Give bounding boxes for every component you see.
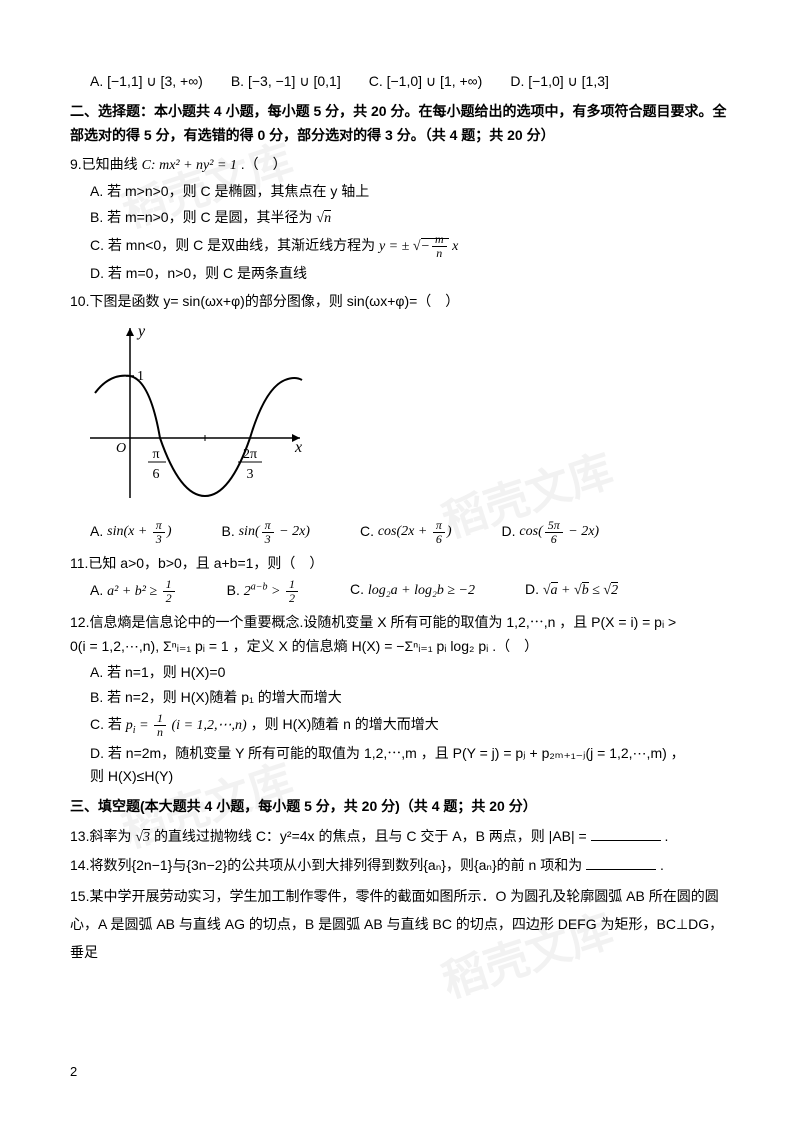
q15: 15.某中学开展劳动实习，学生加工制作零件，零件的截面如图所示．O 为圆孔及轮廓… xyxy=(70,882,734,966)
q10-opt-b: B. sin(π3 − 2x) xyxy=(221,519,309,546)
q9-b-pre: B. 若 m=n>0，则 C 是圆，其半径为 xyxy=(90,209,316,225)
q15-l1: 15.某中学开展劳动实习，学生加工制作零件，零件的截面如图所示．O 为圆孔及轮廓… xyxy=(70,888,719,904)
q9-opt-a: A. 若 m>n>0，则 C 是椭圆，其焦点在 y 轴上 xyxy=(90,180,734,204)
q13-blank xyxy=(591,826,661,841)
q12-opt-b: B. 若 n=2，则 H(X)随着 p₁ 的增大而增大 xyxy=(90,686,734,710)
q10-opt-d: D. cos(5π6 − 2x) xyxy=(502,519,600,546)
q12-stem-l2: 0(i = 1,2,⋯,n), Σⁿᵢ₌₁ pᵢ = 1 ，定义 X 的信息熵 … xyxy=(70,638,538,654)
q8-opt-b: B. [−3, −1] ∪ [0,1] xyxy=(231,70,341,94)
page-number: 2 xyxy=(70,1061,77,1083)
q11-opt-b: B. 2a−b > 12 xyxy=(227,578,300,605)
svg-text:x: x xyxy=(294,439,302,456)
svg-text:π: π xyxy=(152,447,159,462)
q11-options: A. a² + b² ≥ 12 B. 2a−b > 12 C. log₂a + … xyxy=(90,578,734,605)
q13: 13.斜率为 √3 的直线过抛物线 C：y²=4x 的焦点，且与 C 交于 A，… xyxy=(70,825,734,850)
q14-pre: 14.将数列{2n−1}与{3n−2}的公共项从小到大排列得到数列{aₙ}，则{… xyxy=(70,857,582,873)
q9-opt-c: C. 若 mn<0，则 C 是双曲线，其渐近线方程为 y = ± √−mn x xyxy=(90,233,734,260)
q9-c-pre: C. 若 mn<0，则 C 是双曲线，其渐近线方程为 xyxy=(90,237,379,253)
q11-opt-d: D. √a + √b ≤ √2 xyxy=(525,578,618,605)
q9-opt-d: D. 若 m=0，n>0，则 C 是两条直线 xyxy=(90,262,734,286)
section-2-heading: 二、选择题：本小题共 4 小题，每小题 5 分，共 20 分。在每小题给出的选项… xyxy=(70,100,734,148)
svg-text:6: 6 xyxy=(153,467,160,482)
q12-stem: 12.信息熵是信息论中的一个重要概念.设随机变量 X 所有可能的取值为 1,2,… xyxy=(70,611,734,659)
q8-opt-a: A. [−1,1] ∪ [3, +∞) xyxy=(90,70,203,94)
q15-l2: 心，A 是圆弧 AB 与直线 AG 的切点，B 是圆弧 AB 与直线 BC 的切… xyxy=(70,916,723,960)
q12-d-l1: D. 若 n=2m，随机变量 Y 所有可能的取值为 1,2,⋯,m ，且 P(Y… xyxy=(90,745,685,761)
q10-options: A. sin(x + π3) B. sin(π3 − 2x) C. cos(2x… xyxy=(90,519,734,546)
svg-text:3: 3 xyxy=(247,467,254,482)
q13-pre: 13.斜率为 xyxy=(70,828,135,844)
q8-opt-d: D. [−1,0] ∪ [1,3] xyxy=(510,70,609,94)
q12-c-post: ，则 H(X)随着 n 的增大而增大 xyxy=(251,716,439,732)
q12-d-l2: 则 H(X)≤H(Y) xyxy=(90,768,173,784)
svg-text:y: y xyxy=(136,323,146,340)
q12-opt-c: C. 若 pi = 1n (i = 1,2,⋯,n) ，则 H(X)随着 n 的… xyxy=(90,712,734,739)
q12-stem-l1: 12.信息熵是信息论中的一个重要概念.设随机变量 X 所有可能的取值为 1,2,… xyxy=(70,614,676,630)
q10-opt-a: A. sin(x + π3) xyxy=(90,519,171,546)
q14: 14.将数列{2n−1}与{3n−2}的公共项从小到大排列得到数列{aₙ}，则{… xyxy=(70,854,734,878)
q9-stem-post: .（ ） xyxy=(241,156,287,172)
sine-graph-svg: y x O 1 π 6 2π 3 xyxy=(90,318,310,503)
q10-graph: y x O 1 π 6 2π 3 xyxy=(90,318,734,511)
q13-post: . xyxy=(664,828,668,844)
q8-options: A. [−1,1] ∪ [3, +∞) B. [−3, −1] ∪ [0,1] … xyxy=(90,70,734,94)
section-3-heading: 三、填空题(本大题共 4 小题，每小题 5 分，共 20 分)（共 4 题；共 … xyxy=(70,795,734,819)
q10-stem: 10.下图是函数 y= sin(ωx+φ)的部分图像，则 sin(ωx+φ)=（… xyxy=(70,290,734,314)
q12-c-pre: C. 若 xyxy=(90,716,126,732)
q10-opt-c: C. cos(2x + π6) xyxy=(360,519,452,546)
q11-opt-c: C. log₂a + log₂b ≥ −2 xyxy=(350,578,475,605)
svg-text:O: O xyxy=(116,441,126,456)
q12-opt-a: A. 若 n=1，则 H(X)=0 xyxy=(90,661,734,685)
q14-post: . xyxy=(660,857,664,873)
q9-stem-pre: 9.已知曲线 xyxy=(70,156,142,172)
q9-stem: 9.已知曲线 C: mx² + ny² = 1 .（ ） xyxy=(70,153,734,178)
svg-text:2π: 2π xyxy=(243,447,257,462)
q14-blank xyxy=(586,855,656,870)
q11-opt-a: A. a² + b² ≥ 12 xyxy=(90,578,177,605)
q9-stem-math: C: mx² + ny² = 1 xyxy=(142,158,237,173)
q8-opt-c: C. [−1,0] ∪ [1, +∞) xyxy=(369,70,483,94)
q12-c-math: pi = 1n (i = 1,2,⋯,n) xyxy=(126,718,247,733)
q13-mid: 的直线过抛物线 C：y²=4x 的焦点，且与 C 交于 A，B 两点，则 |AB… xyxy=(154,828,587,844)
q9-opt-b: B. 若 m=n>0，则 C 是圆，其半径为 √n xyxy=(90,206,734,231)
q13-sqrt: √3 xyxy=(135,829,150,845)
q11-stem: 11.已知 a>0，b>0，且 a+b=1，则（ ） xyxy=(70,552,734,576)
q12-opt-d: D. 若 n=2m，随机变量 Y 所有可能的取值为 1,2,⋯,m ，且 P(Y… xyxy=(90,742,734,790)
q9-b-sqrt: √n xyxy=(316,210,331,226)
q9-c-math: y = ± √−mn x xyxy=(379,238,458,254)
